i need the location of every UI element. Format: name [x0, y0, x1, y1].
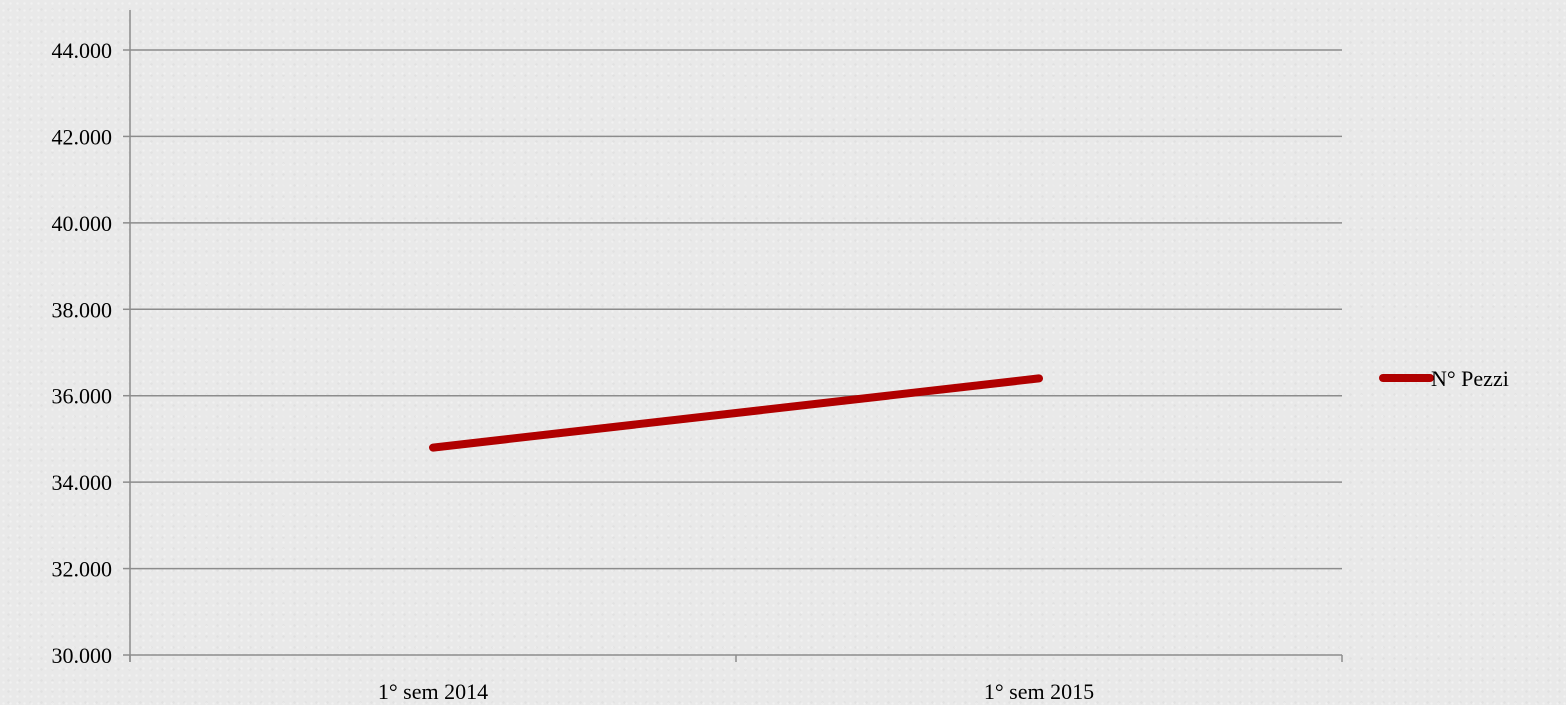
y-tick-label: 36.000 — [52, 384, 113, 409]
legend-label: N° Pezzi — [1431, 366, 1509, 391]
data-point — [1038, 377, 1040, 379]
y-tick-label: 30.000 — [52, 643, 113, 668]
series-line — [429, 374, 1043, 452]
x-axis-tick-labels: 1° sem 2014 1° sem 2015 — [378, 679, 1094, 704]
y-tick-label: 42.000 — [52, 124, 113, 149]
legend: N° Pezzi — [1379, 366, 1509, 391]
x-tick-label: 1° sem 2015 — [984, 679, 1094, 704]
y-tick-label: 38.000 — [52, 297, 113, 322]
series-lines — [429, 374, 1043, 452]
y-tick-label: 32.000 — [52, 557, 113, 582]
y-axis-tick-labels: 30.000 32.000 34.000 36.000 38.000 40.000 42.0… — [52, 38, 113, 668]
y-tick-label: 40.000 — [52, 211, 113, 236]
y-tick-label: 34.000 — [52, 470, 113, 495]
gridlines — [130, 49, 1342, 570]
y-tick-label: 44.000 — [52, 38, 113, 63]
axes — [123, 10, 1343, 662]
data-point — [432, 447, 434, 449]
x-tick-label: 1° sem 2014 — [378, 679, 488, 704]
